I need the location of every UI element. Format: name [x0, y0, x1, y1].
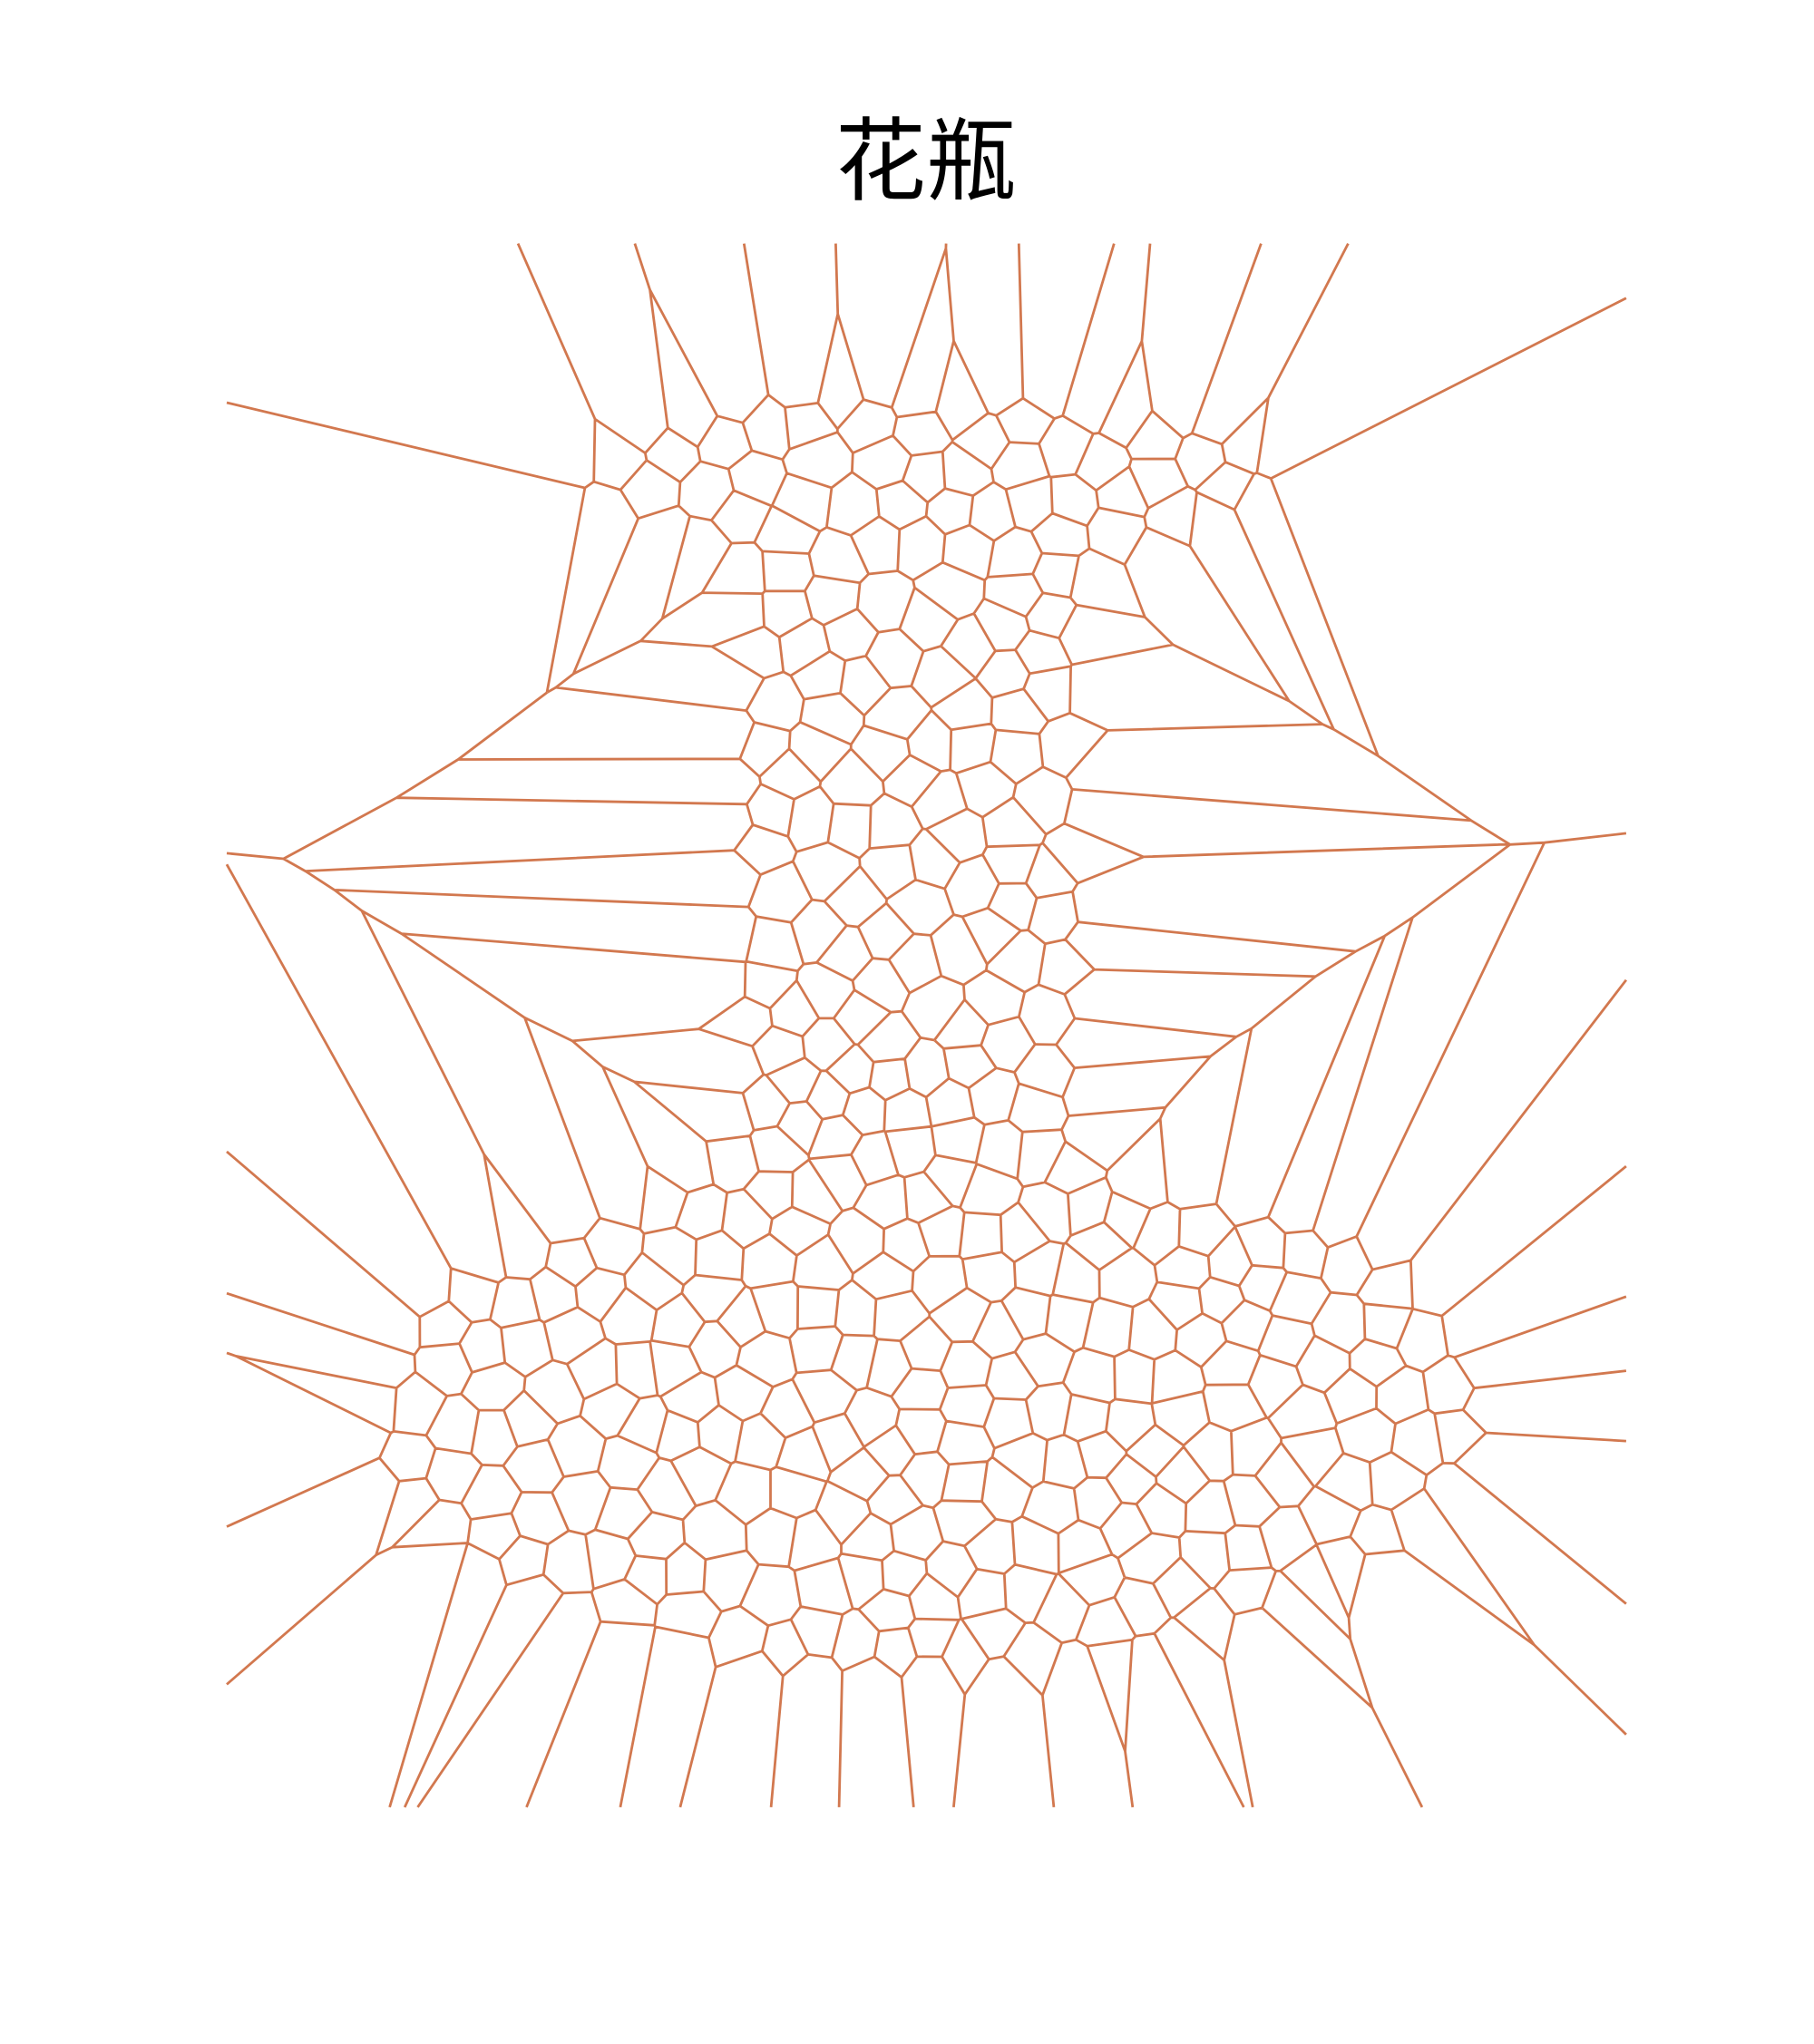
title: 花瓶 — [835, 108, 1017, 214]
voronoi-edges — [225, 242, 1628, 1808]
